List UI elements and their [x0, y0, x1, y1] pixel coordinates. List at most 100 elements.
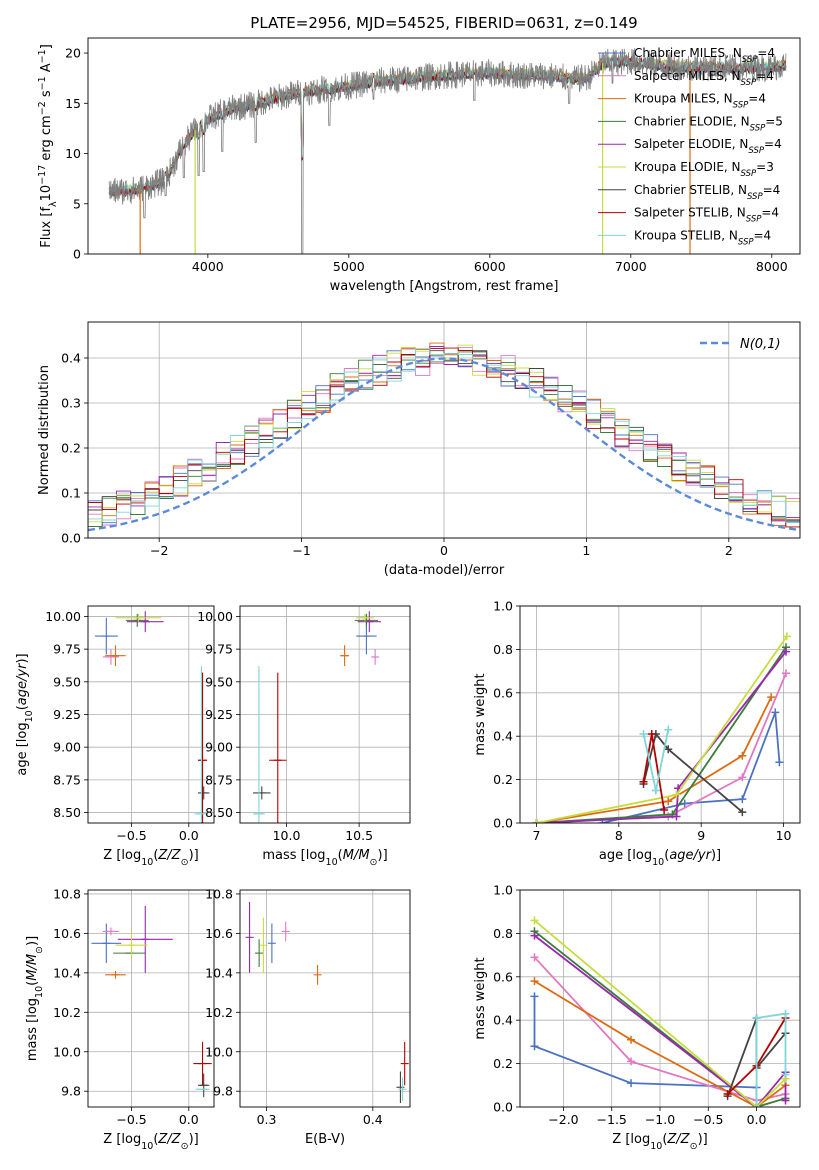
x-tick-label: 2	[725, 543, 733, 558]
y-tick-label: 0.6	[493, 685, 513, 700]
legend-entry-subscript: SSP	[742, 55, 758, 65]
error-bars	[253, 611, 381, 823]
legend-entry-value: =4	[761, 206, 779, 220]
weight-marker	[639, 777, 648, 786]
weight-marker	[672, 812, 681, 821]
x-tick-label: 0.4	[363, 1112, 383, 1127]
error-bar-point	[117, 905, 173, 973]
axes-frame	[87, 889, 215, 1108]
axes-frame	[87, 321, 801, 539]
x-axis-label: E(B-V)	[305, 1132, 345, 1147]
weight-marker	[530, 953, 539, 962]
y-axis-label: mass [log10(M/M⊙)]	[25, 936, 45, 1061]
x-tick-label: −0.5	[116, 828, 146, 843]
weight-marker	[781, 1009, 790, 1018]
weight-marker	[532, 819, 541, 823]
legend-entry-value: =3	[756, 160, 774, 174]
y-tick-label: 0.0	[493, 816, 513, 831]
x-axis-label: Z [log10(Z/Z⊙)]	[103, 848, 198, 868]
x-axis-label: wavelength [Angstrom, rest frame]	[330, 279, 559, 294]
error-bars	[94, 611, 210, 823]
y-tick-label: 10	[65, 146, 81, 161]
error-bar-point	[105, 645, 126, 667]
y-tick-label: 10.2	[205, 1005, 233, 1020]
y-tick-label: 0.4	[493, 1013, 513, 1028]
error-bar-point	[115, 933, 148, 958]
error-bar-point	[269, 672, 287, 823]
legend-entry-subscript: SSP	[741, 78, 757, 88]
y-tick-label: 0.8	[493, 642, 513, 657]
legend-entry: Salpeter ELODIE, NSSP=4	[634, 137, 782, 156]
x-tick-label: 1	[582, 543, 590, 558]
legend-entry: Salpeter MILES, NSSP=4	[634, 69, 774, 88]
legend-entry-label: Chabrier STELIB, N	[634, 183, 747, 197]
y-tick-label: 0.2	[493, 1056, 513, 1071]
observed-spectrum	[108, 48, 787, 254]
y-tick-label: 10.00	[197, 609, 233, 624]
legend-entry-subscript: SSP	[748, 146, 764, 156]
legend-entry-label: Salpeter STELIB, N	[634, 206, 746, 220]
weight-marker	[647, 730, 656, 739]
spectrum-panel: 4000 5000 6000 7000 8000 0 5 10 15 20 PLATE=2956, …	[37, 14, 801, 294]
error-bar-point	[115, 613, 162, 622]
y-tick-label: 8.50	[53, 805, 81, 820]
error-bar-point	[126, 611, 164, 633]
y-tick-label: 10.0	[53, 1044, 81, 1059]
legend-entry-value: =4	[764, 137, 782, 151]
x-axis-label: Z [log10(Z/Z⊙)]	[103, 1132, 198, 1152]
weight-line-kroupa-stelib	[755, 1012, 787, 1107]
weight-marker	[627, 1057, 636, 1066]
error-bar-point	[253, 786, 271, 800]
x-tick-label: 7000	[615, 259, 647, 274]
error-bar-point	[398, 1077, 407, 1102]
y-tick-label: 10.8	[205, 886, 233, 901]
legend-entry-subscript: SSP	[747, 192, 763, 202]
weight-line-salpeter-miles	[536, 672, 787, 823]
histograms	[88, 342, 800, 534]
x-tick-label: 0.0	[179, 1112, 199, 1127]
x-tick-label: 5000	[333, 259, 365, 274]
y-axis-label: mass weight	[473, 673, 488, 755]
weight-marker	[738, 808, 747, 817]
weight-marker	[752, 1014, 761, 1023]
error-bar-point	[356, 613, 374, 622]
y-tick-label: 9.00	[205, 740, 233, 755]
y-tick-label: 9.50	[53, 674, 81, 689]
weight-line-salpeter-elodie	[536, 651, 787, 823]
y-tick-label: 0.0	[61, 531, 81, 546]
legend-entry: Chabrier ELODIE, NSSP=5	[634, 114, 783, 133]
weight-marker	[738, 795, 747, 804]
weight-marker	[723, 1089, 732, 1098]
legend-entry: Chabrier MILES, NSSP=4	[634, 46, 775, 65]
x-tick-label: 10.0	[273, 828, 301, 843]
x-tick-label: −1.5	[597, 1112, 627, 1127]
error-bar-point	[340, 645, 349, 667]
y-tick-label: 10.4	[205, 965, 233, 980]
weight-line-kroupa-miles	[536, 696, 773, 823]
figure-title: PLATE=2956, MJD=54525, FIBERID=0631, z=0…	[250, 14, 637, 32]
error-bar-point	[193, 1041, 212, 1086]
x-tick-label: 8000	[756, 259, 788, 274]
x-tick-label: −2.0	[548, 1112, 578, 1127]
weight-marker	[775, 758, 784, 767]
weight-marker	[781, 1070, 790, 1079]
weight-marker	[680, 799, 689, 808]
weight-marker	[530, 977, 539, 986]
weight-marker	[627, 1079, 636, 1088]
y-tick-label: 0.2	[61, 441, 81, 456]
legend-entry-label: Kroupa MILES, N	[634, 92, 733, 106]
age-vs-metallicity-panel: −0.5 0.0 8.50 8.75 9.00 9.25 9.50 9.75 10.00 Z [l…	[15, 605, 215, 868]
error-bar-point	[94, 617, 118, 655]
legend-entry-value: =4	[754, 228, 772, 242]
error-bar-point	[102, 927, 119, 936]
y-axis-label: mass weight	[473, 957, 488, 1039]
x-axis-label: Z [log10(Z/Z⊙)]	[612, 1132, 707, 1152]
mass-vs-metallicity-panel: −0.5 0.0 9.8 10.0 10.2 10.4 10.6 10.8 Z [log10(Z…	[25, 886, 215, 1152]
weight-marker	[771, 708, 780, 717]
y-tick-label: 9.75	[53, 642, 81, 657]
legend-entry-value: =4	[748, 92, 766, 106]
weight-line-kroupa-stelib	[642, 729, 670, 791]
gaussian-legend-label: N(0,1)	[740, 337, 781, 352]
y-tick-label: 10.6	[205, 926, 233, 941]
